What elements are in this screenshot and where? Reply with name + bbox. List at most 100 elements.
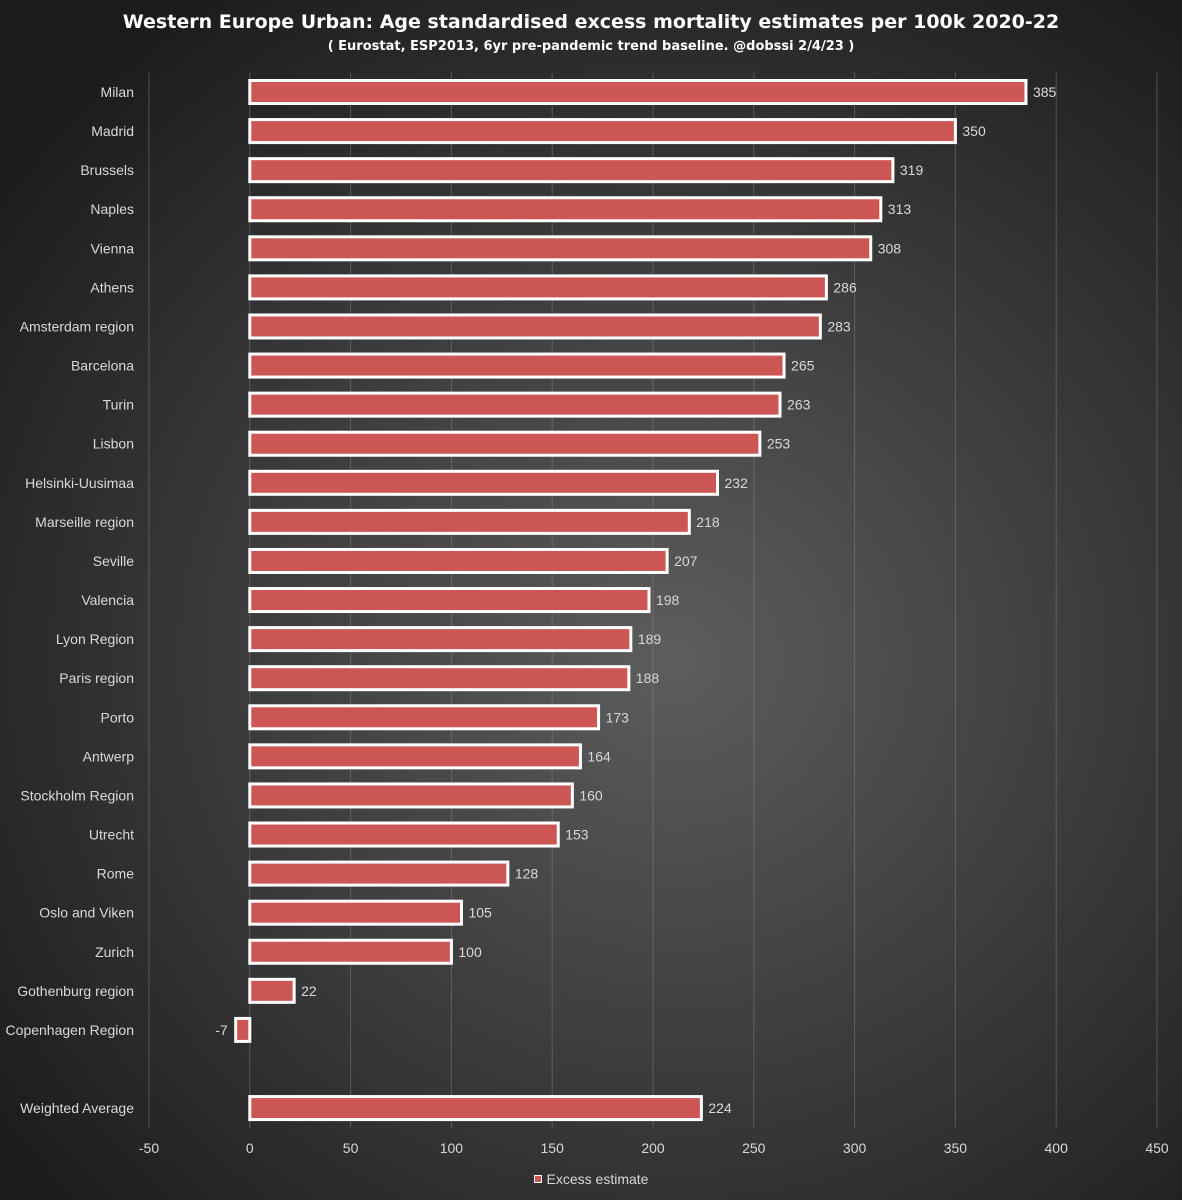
x-tick-label: 100 (440, 1140, 464, 1156)
bar-athens (248, 274, 828, 301)
bar-oslo-and-viken (248, 899, 463, 926)
bar-helsinki-uusimaa (248, 469, 720, 496)
bar-gothenburg-region (248, 977, 296, 1004)
x-tick-label: 250 (742, 1140, 766, 1156)
category-label: Paris region (59, 670, 134, 686)
category-label: Marseille region (35, 514, 134, 530)
category-label: Weighted Average (20, 1100, 134, 1116)
value-label: 173 (606, 709, 630, 725)
value-label: 224 (708, 1100, 732, 1116)
category-label: Utrecht (89, 827, 134, 843)
bar-valencia (248, 587, 651, 614)
value-label: 385 (1033, 84, 1057, 100)
x-tick-label: -50 (139, 1140, 159, 1156)
bar-amsterdam-region (248, 313, 822, 340)
value-label: 164 (587, 748, 611, 764)
chart-title: Western Europe Urban: Age standardised e… (122, 11, 1060, 33)
bars (234, 79, 1028, 1122)
bar-paris-region (248, 665, 631, 692)
bar-utrecht (248, 821, 560, 848)
bar-stockholm-region (248, 782, 574, 809)
x-tick-label: 200 (641, 1140, 665, 1156)
value-label: -7 (215, 1022, 228, 1038)
value-labels: 385 350 319 313 308 286 283 265 263 253 232 218 207 1… (215, 84, 1056, 1116)
category-label: Zurich (95, 944, 134, 960)
x-tick-label: 150 (541, 1140, 565, 1156)
bar-lyon-region (248, 626, 633, 653)
x-axis-tick-labels: -50 0 50 100 150 200 250 300 350 400 450 (139, 1140, 1169, 1156)
value-label: 283 (827, 318, 851, 334)
value-label: 188 (636, 670, 660, 686)
category-label: Naples (90, 201, 134, 217)
value-label: 253 (767, 436, 791, 452)
bar-vienna (248, 235, 873, 262)
value-label: 308 (878, 240, 902, 256)
category-label: Rome (97, 866, 135, 882)
bar-rome (248, 860, 510, 887)
value-label: 189 (638, 631, 662, 647)
category-label: Oslo and Viken (39, 905, 134, 921)
bar-barcelona (248, 352, 786, 379)
bar-lisbon (248, 430, 762, 457)
value-label: 263 (787, 397, 811, 413)
x-tick-label: 50 (343, 1140, 359, 1156)
category-label: Amsterdam region (20, 318, 134, 334)
bar-copenhagen-region (234, 1016, 252, 1043)
category-label: Antwerp (83, 748, 135, 764)
legend-label: Excess estimate (546, 1171, 649, 1187)
bar-zurich (248, 938, 453, 965)
category-label: Gothenburg region (17, 983, 134, 999)
x-tick-label: 300 (843, 1140, 867, 1156)
bar-milan (248, 79, 1028, 105)
value-label: 153 (565, 827, 589, 843)
legend-swatch (533, 1175, 542, 1183)
x-tick-label: 400 (1045, 1140, 1069, 1156)
category-label: Athens (90, 279, 134, 295)
legend: Excess estimate (0, 1170, 1182, 1188)
category-label: Porto (101, 709, 135, 725)
category-label: Lisbon (93, 436, 134, 452)
bar-antwerp (248, 743, 582, 770)
chart-subtitle: ( Eurostat, ESP2013, 6yr pre-pandemic tr… (327, 39, 855, 54)
value-label: 160 (579, 787, 603, 803)
value-label: 22 (301, 983, 317, 999)
value-label: 286 (833, 279, 857, 295)
value-label: 100 (458, 944, 482, 960)
value-label: 350 (962, 123, 986, 139)
bar-marseille-region (248, 508, 691, 535)
bar-brussels (248, 157, 895, 184)
category-label: Turin (103, 397, 134, 413)
bar-seville (248, 547, 669, 574)
category-labels: Milan Madrid Brussels Naples Vienna Athens Ams… (6, 84, 135, 1116)
value-label: 313 (888, 201, 912, 217)
value-label: 105 (468, 905, 492, 921)
value-label: 319 (900, 162, 924, 178)
category-label: Stockholm Region (20, 787, 134, 803)
x-tick-label: 0 (246, 1140, 254, 1156)
x-tick-label: 350 (944, 1140, 968, 1156)
value-label: 218 (696, 514, 720, 530)
category-label: Vienna (91, 240, 135, 256)
bar-porto (248, 704, 601, 731)
bar-turin (248, 391, 782, 418)
category-label: Madrid (91, 123, 134, 139)
category-label: Valencia (81, 592, 134, 608)
category-label: Barcelona (71, 358, 134, 374)
bar-weighted-average (248, 1095, 703, 1122)
category-label: Copenhagen Region (6, 1022, 134, 1038)
value-label: 128 (515, 866, 539, 882)
value-label: 198 (656, 592, 680, 608)
value-label: 232 (725, 475, 749, 491)
value-label: 265 (791, 358, 815, 374)
bar-naples (248, 196, 883, 223)
value-label: 207 (674, 553, 698, 569)
category-label: Seville (93, 553, 134, 569)
category-label: Milan (101, 84, 134, 100)
bar-madrid (248, 118, 957, 145)
category-label: Helsinki-Uusimaa (25, 475, 134, 491)
category-label: Lyon Region (56, 631, 134, 647)
category-label: Brussels (80, 162, 134, 178)
x-tick-label: 450 (1145, 1140, 1169, 1156)
